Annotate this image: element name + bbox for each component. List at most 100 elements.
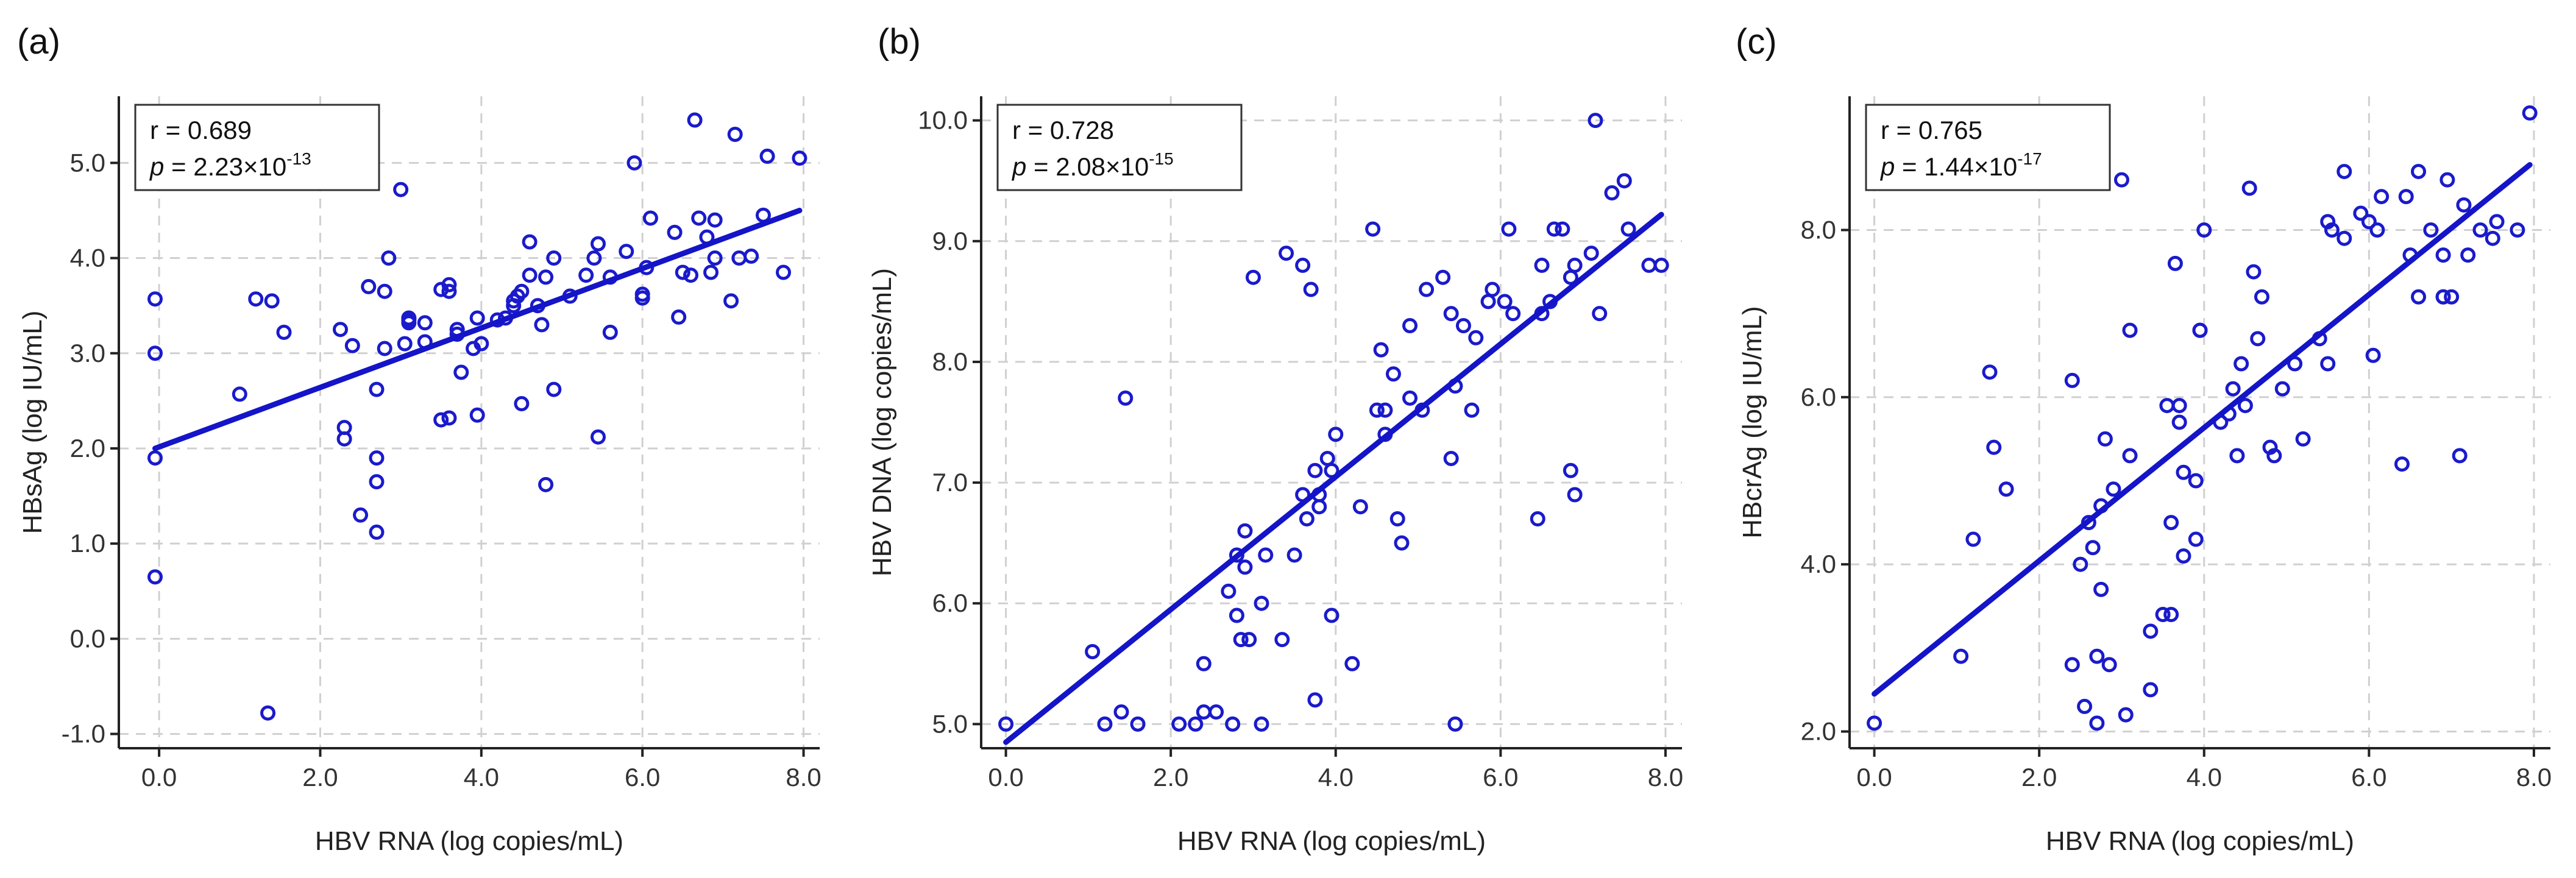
data-point <box>333 322 349 338</box>
data-point <box>1303 281 1319 297</box>
x-tick-label: 4.0 <box>1318 763 1354 791</box>
y-tick-label: 4.0 <box>70 244 105 272</box>
data-point <box>2336 230 2352 246</box>
data-point <box>1225 716 1241 732</box>
data-point <box>2246 264 2262 280</box>
y-tick-label: 6.0 <box>932 589 968 617</box>
x-tick-label: 0.0 <box>1856 763 1892 791</box>
data-point <box>546 381 562 397</box>
data-point <box>353 507 369 523</box>
data-point <box>2320 356 2336 372</box>
data-point <box>2365 347 2381 363</box>
regression-line <box>1003 211 1664 745</box>
data-point <box>147 450 163 466</box>
stats-box: r = 0.765 p = 1.44×10-17 <box>1865 104 2111 191</box>
data-point <box>2444 289 2460 305</box>
data-point <box>1196 704 1212 720</box>
data-point <box>683 267 699 283</box>
data-point <box>1171 716 1187 732</box>
data-point <box>369 524 385 540</box>
data-point <box>2196 222 2212 238</box>
data-point <box>2122 448 2138 464</box>
data-point <box>2064 657 2080 673</box>
data-point <box>2522 105 2538 121</box>
data-point <box>2225 381 2241 397</box>
data-point <box>1505 306 1521 322</box>
data-point <box>1352 499 1368 515</box>
data-point <box>1986 439 2002 455</box>
data-point <box>1867 715 1882 731</box>
panel-label: (a) <box>17 22 60 62</box>
data-point <box>675 264 690 280</box>
p-symbol: p <box>149 152 164 181</box>
data-point <box>474 336 489 352</box>
data-point <box>2250 331 2266 347</box>
data-point <box>2435 247 2451 263</box>
data-point <box>691 210 707 226</box>
data-point <box>469 407 485 423</box>
data-point <box>671 309 687 325</box>
y-tick-label: 3.0 <box>70 339 105 367</box>
data-point <box>2113 172 2129 188</box>
data-point <box>361 278 377 294</box>
data-point <box>1221 583 1237 599</box>
data-point <box>232 386 247 402</box>
data-point <box>260 705 276 721</box>
data-point <box>2163 607 2179 623</box>
data-point <box>1369 402 1385 418</box>
p-mantissa: = 1.44 <box>1895 152 1974 181</box>
data-point <box>441 410 457 426</box>
data-point <box>2398 189 2414 205</box>
data-point <box>687 112 703 128</box>
p-symbol: p <box>1879 152 1895 181</box>
data-point <box>2374 189 2390 205</box>
data-point <box>642 210 658 226</box>
data-point <box>1229 607 1244 623</box>
y-axis-title: HBV DNA (log copies/mL) <box>867 268 897 576</box>
data-point <box>1229 547 1244 563</box>
data-point <box>1258 547 1274 563</box>
x-tick-label: 2.0 <box>1153 763 1188 791</box>
data-point <box>707 212 723 228</box>
p-exponent: -13 <box>286 149 311 168</box>
data-point <box>514 396 530 412</box>
data-point <box>2163 515 2179 531</box>
y-tick-label: 9.0 <box>932 227 968 255</box>
p-exponent: -15 <box>1149 149 1173 168</box>
y-tick-label: 6.0 <box>1801 383 1836 411</box>
scatter-panel-1: (a) 0.0 2.0 4.0 6.0 8.0 -1.0 0.0 1.0 2.0 3.0 4.0 5.0… <box>17 22 821 856</box>
data-point <box>1319 450 1335 466</box>
data-point <box>546 250 562 266</box>
data-point <box>1419 281 1435 297</box>
regression-line <box>152 207 803 451</box>
data-point <box>377 341 392 356</box>
data-point <box>2485 230 2500 246</box>
data-point <box>578 267 594 283</box>
y-tick-label: 5.0 <box>932 709 968 738</box>
data-point <box>538 269 554 285</box>
data-point <box>1616 173 1632 189</box>
data-point <box>369 474 385 490</box>
data-point <box>401 315 417 331</box>
x-tick-label: 8.0 <box>1648 763 1683 791</box>
data-point <box>1604 185 1620 201</box>
data-point <box>1567 487 1583 503</box>
data-point <box>1534 257 1550 273</box>
data-point <box>2097 431 2113 447</box>
data-point <box>2085 540 2101 556</box>
data-point <box>2089 715 2105 731</box>
data-point <box>727 126 743 142</box>
data-point <box>2064 372 2080 388</box>
data-point <box>2093 581 2109 597</box>
y-tick-label: 7.0 <box>932 468 968 497</box>
data-point <box>1485 281 1500 297</box>
data-point <box>2353 205 2369 221</box>
data-point <box>1555 221 1570 237</box>
data-point <box>381 250 397 266</box>
data-point <box>998 716 1014 732</box>
panel-label: (c) <box>1736 22 1777 62</box>
x-axis-title: HBV RNA (log copies/mL) <box>2046 826 2354 856</box>
data-point <box>2254 289 2269 305</box>
data-point <box>2159 398 2175 414</box>
